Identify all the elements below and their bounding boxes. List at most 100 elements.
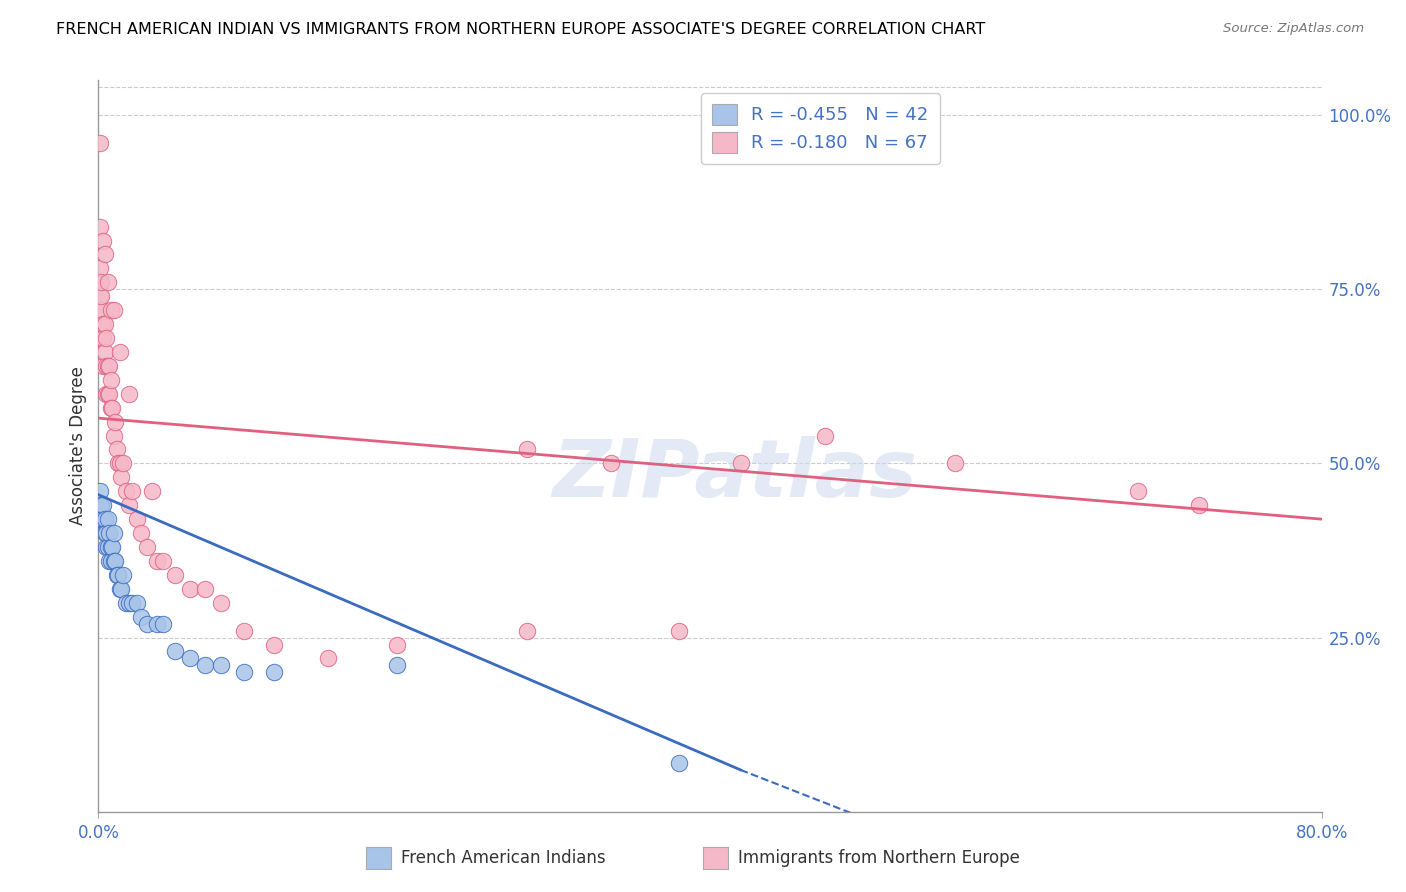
Point xyxy=(1128,484,1150,499)
Point xyxy=(599,457,621,471)
Point xyxy=(97,512,120,526)
Point xyxy=(91,498,114,512)
Point xyxy=(94,526,117,541)
Point xyxy=(163,567,186,582)
Legend: R = -0.455   N = 42, R = -0.180   N = 67: R = -0.455 N = 42, R = -0.180 N = 67 xyxy=(702,93,939,163)
Point xyxy=(90,303,112,318)
Point xyxy=(98,554,121,568)
Point xyxy=(814,428,837,442)
Point xyxy=(91,512,114,526)
Point xyxy=(90,331,112,345)
Point xyxy=(668,624,690,638)
Text: FRENCH AMERICAN INDIAN VS IMMIGRANTS FROM NORTHERN EUROPE ASSOCIATE'S DEGREE COR: FRENCH AMERICAN INDIAN VS IMMIGRANTS FRO… xyxy=(56,22,986,37)
Point xyxy=(194,582,217,596)
Point xyxy=(110,470,132,484)
Point xyxy=(93,317,115,331)
Point xyxy=(730,457,752,471)
Point xyxy=(108,582,131,596)
Point xyxy=(179,651,201,665)
Point xyxy=(263,665,285,680)
Y-axis label: Associate's Degree: Associate's Degree xyxy=(69,367,87,525)
Point xyxy=(136,540,159,554)
Point xyxy=(91,359,114,373)
Point xyxy=(125,512,148,526)
Point xyxy=(121,596,143,610)
Point xyxy=(97,359,120,373)
Point xyxy=(107,567,129,582)
Point xyxy=(98,386,121,401)
Point xyxy=(145,616,167,631)
Point xyxy=(89,512,111,526)
Point xyxy=(115,596,138,610)
Point xyxy=(100,373,122,387)
Point xyxy=(98,526,121,541)
Point xyxy=(89,136,111,150)
Point xyxy=(101,401,124,415)
Point xyxy=(89,303,111,318)
Point xyxy=(91,317,114,331)
Text: Immigrants from Northern Europe: Immigrants from Northern Europe xyxy=(738,849,1019,867)
Point xyxy=(94,386,117,401)
Point xyxy=(103,554,125,568)
Point xyxy=(90,289,112,303)
Point xyxy=(101,540,124,554)
Text: ZIPatlas: ZIPatlas xyxy=(553,436,917,515)
Point xyxy=(89,498,111,512)
Point xyxy=(108,457,131,471)
Point xyxy=(179,582,201,596)
Point xyxy=(232,624,254,638)
Point xyxy=(90,317,112,331)
Point xyxy=(97,386,120,401)
Point xyxy=(103,428,125,442)
Point xyxy=(194,658,217,673)
Point xyxy=(107,457,129,471)
Point xyxy=(98,359,121,373)
Point xyxy=(316,651,339,665)
Point xyxy=(103,526,125,541)
Point xyxy=(1188,498,1211,512)
Point xyxy=(163,644,186,658)
Point xyxy=(121,484,143,499)
Point xyxy=(385,658,408,673)
Point xyxy=(94,359,117,373)
Point xyxy=(385,638,408,652)
Point xyxy=(89,275,111,289)
Point xyxy=(152,554,174,568)
Point xyxy=(105,567,128,582)
Point xyxy=(100,554,122,568)
Point xyxy=(209,596,232,610)
Point xyxy=(90,512,112,526)
Point xyxy=(141,484,163,499)
Point xyxy=(100,401,122,415)
Point xyxy=(108,345,131,359)
Point xyxy=(516,442,538,457)
Point xyxy=(152,616,174,631)
Point xyxy=(115,484,138,499)
Point xyxy=(104,415,127,429)
Point xyxy=(209,658,232,673)
Text: French American Indians: French American Indians xyxy=(401,849,606,867)
Point xyxy=(110,582,132,596)
Point xyxy=(145,554,167,568)
Point xyxy=(103,303,125,318)
Point xyxy=(129,526,152,541)
Point xyxy=(90,498,112,512)
Point xyxy=(93,345,115,359)
Point xyxy=(89,289,111,303)
Point xyxy=(90,275,112,289)
Point xyxy=(111,457,134,471)
Point xyxy=(943,457,966,471)
Point xyxy=(118,498,141,512)
Point xyxy=(93,247,115,261)
Point xyxy=(89,484,111,499)
Point xyxy=(91,234,114,248)
Point xyxy=(91,331,114,345)
Point xyxy=(118,386,141,401)
Point xyxy=(93,512,115,526)
Text: Source: ZipAtlas.com: Source: ZipAtlas.com xyxy=(1223,22,1364,36)
Point xyxy=(111,567,134,582)
Point xyxy=(94,331,117,345)
Point xyxy=(232,665,254,680)
Point xyxy=(118,596,141,610)
Point xyxy=(668,756,690,770)
